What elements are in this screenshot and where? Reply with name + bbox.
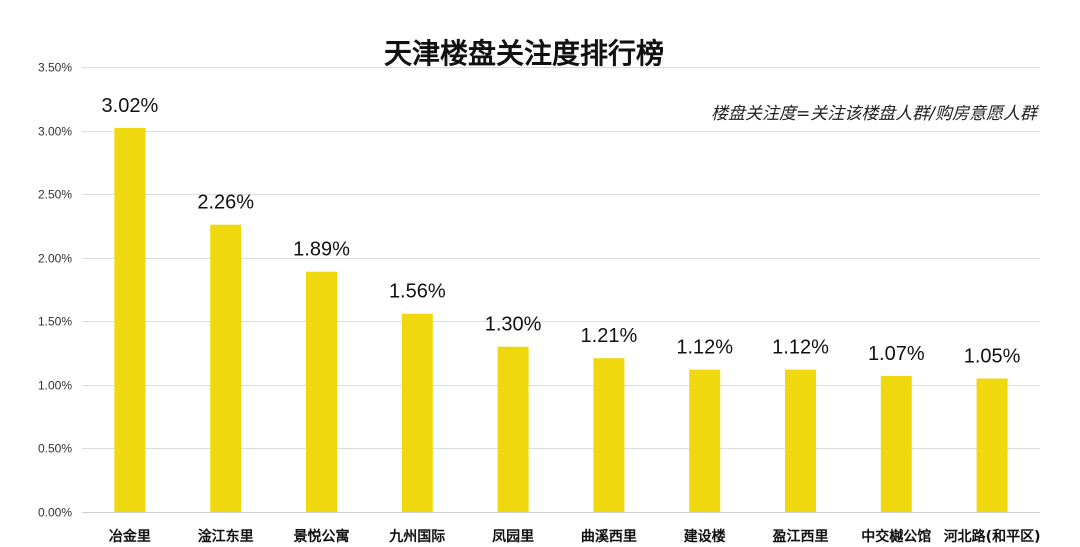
y-tick-label: 2.50% bbox=[38, 188, 72, 202]
data-label: 1.30% bbox=[485, 314, 542, 336]
y-tick-label: 0.50% bbox=[38, 442, 72, 456]
bar bbox=[401, 313, 433, 512]
bar bbox=[689, 369, 721, 512]
data-label: 1.05% bbox=[964, 346, 1021, 368]
y-tick-label: 0.00% bbox=[38, 506, 72, 520]
bars-layer bbox=[114, 128, 1008, 512]
data-label: 3.02% bbox=[102, 95, 159, 117]
bar bbox=[497, 346, 529, 512]
x-axis-ticks: 冶金里 淦江东里 景悦公寓 九州国际 凤园里 曲溪西里 建设楼 盈江西里 中交樾公馆 河北路(和平… bbox=[109, 528, 1041, 545]
bar bbox=[593, 358, 625, 512]
data-label: 1.56% bbox=[389, 281, 446, 303]
x-tick-label: 冶金里 bbox=[109, 528, 151, 545]
x-tick-label: 淦江东里 bbox=[198, 528, 254, 545]
bar bbox=[306, 271, 337, 512]
data-label: 1.21% bbox=[581, 325, 638, 347]
data-label: 2.26% bbox=[197, 192, 254, 214]
bar bbox=[114, 128, 146, 512]
y-axis-ticks: 0.00% 0.50% 1.00% 1.50% 2.00% 2.50% 3.00% 3.50% bbox=[38, 61, 72, 520]
bar bbox=[785, 369, 816, 512]
chart-note: 楼盘关注度=关注该楼盘人群/购房意愿人群 bbox=[711, 104, 1040, 124]
x-tick-label: 凤园里 bbox=[492, 529, 534, 545]
x-tick-label: 中交樾公馆 bbox=[861, 528, 931, 545]
x-tick-label: 盈江西里 bbox=[772, 528, 829, 545]
bar bbox=[880, 376, 912, 512]
y-tick-label: 1.00% bbox=[38, 379, 72, 393]
bar bbox=[976, 378, 1008, 512]
data-label: 1.07% bbox=[868, 343, 925, 365]
y-tick-label: 2.00% bbox=[38, 252, 72, 266]
grid-layer bbox=[82, 67, 1040, 513]
chart-title: 天津楼盘关注度排行榜 bbox=[384, 37, 664, 70]
y-tick-label: 1.50% bbox=[38, 315, 72, 329]
data-label: 1.12% bbox=[772, 337, 829, 359]
x-tick-label: 九州国际 bbox=[388, 529, 445, 545]
data-label: 1.89% bbox=[293, 239, 350, 261]
y-tick-label: 3.50% bbox=[38, 61, 72, 75]
bar bbox=[210, 224, 242, 512]
data-labels-layer: 3.02% 2.26% 1.89% 1.56% 1.30% 1.21% 1.12% 1.12%… bbox=[102, 95, 1021, 368]
x-tick-label: 建设楼 bbox=[684, 528, 726, 545]
data-label: 1.12% bbox=[676, 337, 733, 359]
x-tick-label: 河北路(和平区) bbox=[944, 528, 1041, 545]
x-tick-label: 曲溪西里 bbox=[581, 528, 637, 545]
x-tick-label: 景悦公寓 bbox=[294, 528, 350, 545]
y-tick-label: 3.00% bbox=[38, 125, 72, 139]
